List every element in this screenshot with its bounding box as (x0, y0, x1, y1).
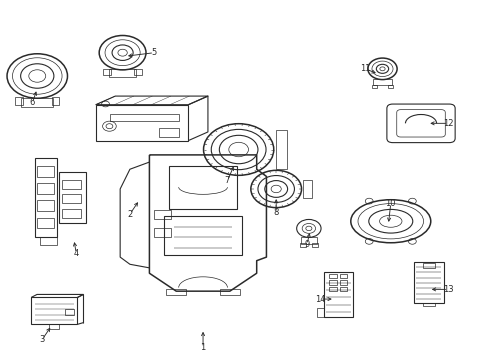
Bar (166, 289, 185, 295)
Text: 11: 11 (360, 64, 370, 73)
Bar (301, 237, 316, 244)
Bar (316, 308, 324, 317)
Bar (372, 79, 391, 85)
Bar (422, 303, 434, 306)
Bar (163, 216, 242, 255)
Text: 4: 4 (74, 249, 79, 258)
Bar (311, 243, 317, 247)
Bar (110, 114, 178, 121)
Bar (276, 130, 286, 169)
Text: 2: 2 (127, 210, 132, 219)
Text: 12: 12 (442, 119, 453, 128)
Text: 5: 5 (151, 48, 157, 57)
Text: 8: 8 (273, 208, 278, 217)
Bar (168, 166, 237, 209)
Bar (413, 262, 443, 303)
Bar (220, 289, 239, 295)
Text: 9: 9 (304, 240, 309, 249)
Bar (328, 287, 336, 291)
Bar (61, 209, 81, 218)
Bar (37, 201, 54, 211)
Bar (59, 172, 86, 223)
Bar (422, 264, 434, 268)
Bar (109, 69, 136, 77)
Text: 10: 10 (385, 199, 395, 208)
Bar (159, 128, 178, 137)
Bar (387, 85, 392, 88)
Bar (324, 273, 352, 317)
Bar (51, 97, 59, 105)
Bar (371, 85, 376, 88)
Bar (37, 218, 54, 228)
Bar (339, 274, 346, 278)
Bar (154, 228, 171, 237)
Bar (96, 105, 188, 140)
Bar (154, 211, 171, 220)
Bar (328, 274, 336, 278)
Bar (35, 158, 57, 237)
Bar (49, 324, 59, 329)
Text: 6: 6 (30, 98, 35, 107)
Bar (61, 194, 81, 203)
Text: 14: 14 (314, 294, 325, 303)
Bar (339, 280, 346, 285)
Bar (40, 237, 57, 244)
Bar (21, 98, 53, 107)
Bar (339, 287, 346, 291)
Text: 3: 3 (40, 335, 45, 344)
Bar (103, 69, 111, 75)
Bar (328, 280, 336, 285)
Bar (65, 309, 74, 315)
Bar (300, 243, 305, 247)
Text: 7: 7 (224, 176, 230, 185)
Text: 1: 1 (200, 343, 205, 352)
Bar (303, 180, 311, 198)
Bar (134, 69, 142, 75)
Bar (15, 97, 23, 105)
Bar (37, 183, 54, 194)
Bar (61, 180, 81, 189)
Bar (37, 166, 54, 177)
Text: 13: 13 (442, 285, 453, 294)
Bar (31, 297, 77, 324)
